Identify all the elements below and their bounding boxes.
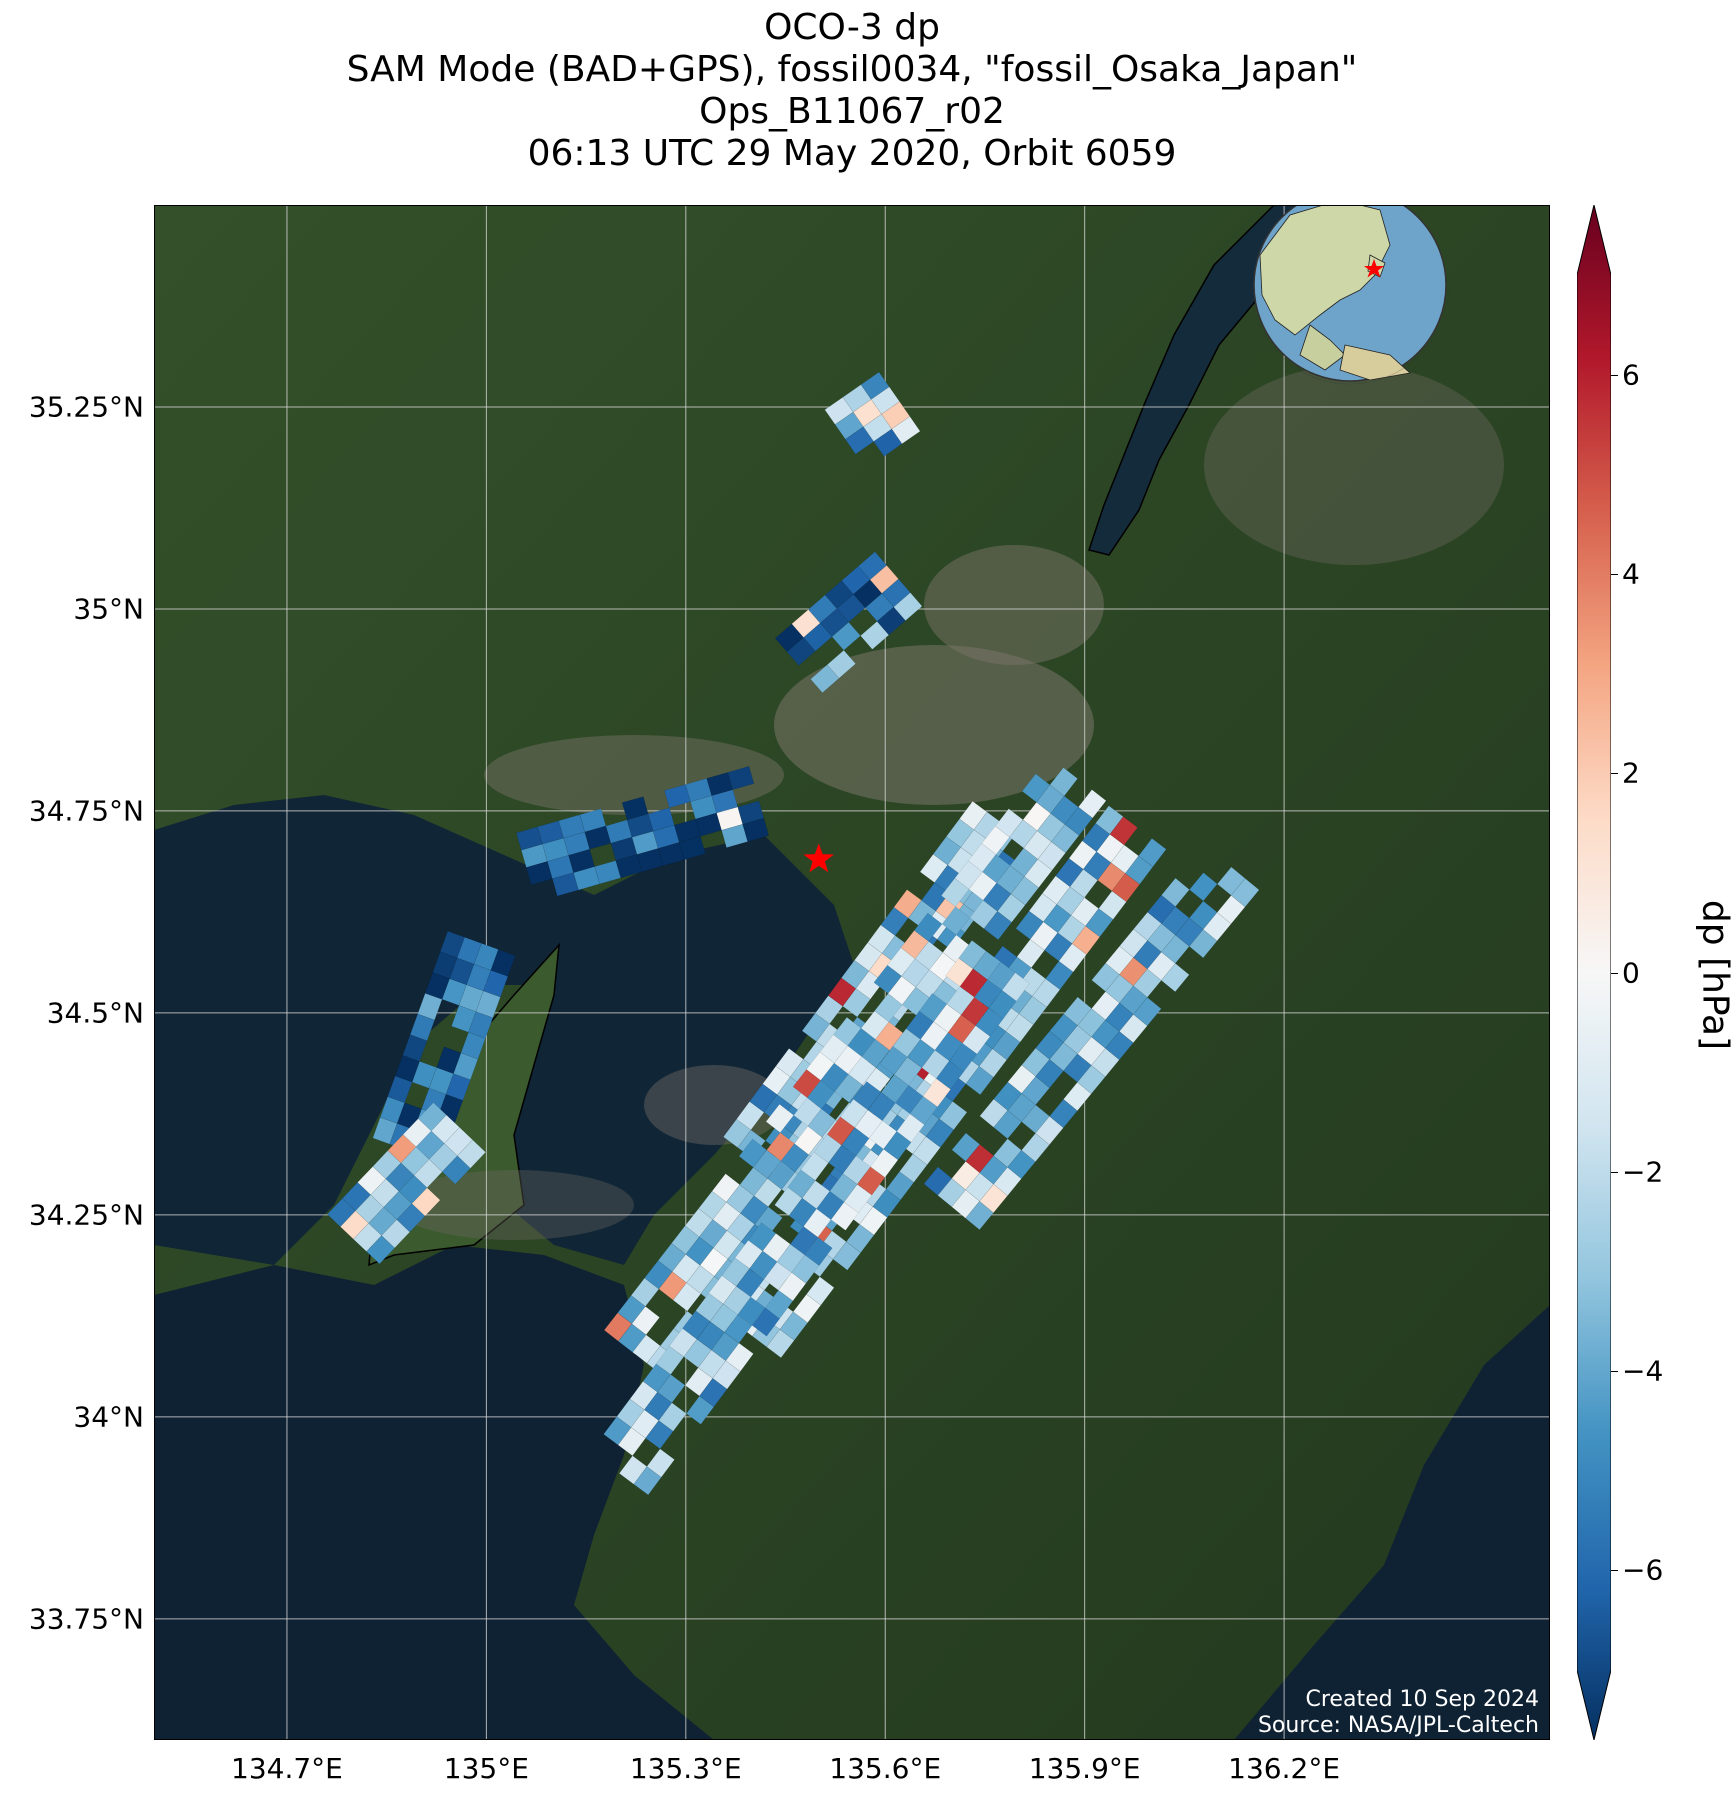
title-line-2: SAM Mode (BAD+GPS), fossil0034, "fossil_… xyxy=(346,49,1358,90)
swath-4 xyxy=(923,866,1260,1231)
y-tick-label: 34.25°N xyxy=(28,1198,144,1232)
y-tick-label: 35°N xyxy=(73,592,144,626)
title-line-4: 06:13 UTC 29 May 2020, Orbit 6059 xyxy=(527,133,1177,174)
y-tick-label: 34°N xyxy=(73,1400,144,1434)
urban-kyoto xyxy=(924,545,1104,665)
inset-globe xyxy=(1250,205,1450,385)
swath-8 xyxy=(774,551,923,694)
kii-channel xyxy=(154,1245,714,1740)
credit-source: Source: NASA/JPL-Caltech xyxy=(1257,1713,1539,1738)
x-tick-label: 135.6°E xyxy=(829,1752,942,1785)
colorbar-tick-label: −2 xyxy=(1622,1155,1664,1189)
y-tick-label: 34.75°N xyxy=(28,794,144,828)
colorbar-tick xyxy=(1611,573,1618,575)
x-tick-label: 136.2°E xyxy=(1228,1752,1341,1785)
urban-osaka xyxy=(774,645,1094,805)
colorbar-tick xyxy=(1611,1171,1618,1173)
title-line-3: Ops_B11067_r02 xyxy=(699,91,1005,132)
inset-target-star-icon xyxy=(1364,259,1384,278)
x-tick-label: 134.7°E xyxy=(231,1752,343,1785)
urban-wakayama xyxy=(394,1170,634,1240)
colorbar-tick xyxy=(1611,972,1618,974)
swath-1 xyxy=(603,767,1107,1375)
colorbar-tick-label: −6 xyxy=(1622,1553,1664,1587)
colorbar-tick-label: 2 xyxy=(1622,756,1640,790)
osaka-bay xyxy=(154,795,854,1265)
swath-3 xyxy=(603,940,1030,1496)
colorbar-tick xyxy=(1611,374,1618,376)
colorbar-tick-label: 6 xyxy=(1622,358,1640,392)
pacific-east xyxy=(1234,1305,1550,1740)
data-swaths xyxy=(326,371,1260,1496)
colorbar-tick-label: 4 xyxy=(1622,557,1640,591)
x-tick-label: 135.3°E xyxy=(629,1752,742,1785)
colorbar-tick-label: 0 xyxy=(1622,956,1640,989)
swath-9 xyxy=(824,371,921,457)
x-tick-label: 135.9°E xyxy=(1028,1752,1141,1785)
y-tick-label: 34.5°N xyxy=(46,996,144,1030)
x-tick-label: 135°E xyxy=(443,1752,529,1785)
swath-5 xyxy=(516,765,770,897)
colorbar-label: dp [hPa] xyxy=(1694,899,1734,1051)
target-star-icon xyxy=(803,843,834,873)
y-tick-label: 35.25°N xyxy=(28,390,144,424)
swath-7 xyxy=(326,1102,486,1265)
colorbar-tick-label: −4 xyxy=(1622,1354,1664,1388)
colorbar xyxy=(1577,205,1611,1740)
target-marker xyxy=(803,843,834,873)
colorbar-tick xyxy=(1611,1570,1618,1572)
y-tick-label: 33.75°N xyxy=(28,1602,144,1636)
urban-east xyxy=(1204,365,1504,565)
colorbar-tick xyxy=(1611,773,1618,775)
title-line-1: OCO-3 dp xyxy=(764,7,940,48)
credit-created: Created 10 Sep 2024 xyxy=(1305,1687,1540,1712)
map-panel xyxy=(154,205,1550,1740)
colorbar-tick xyxy=(1611,1371,1618,1373)
